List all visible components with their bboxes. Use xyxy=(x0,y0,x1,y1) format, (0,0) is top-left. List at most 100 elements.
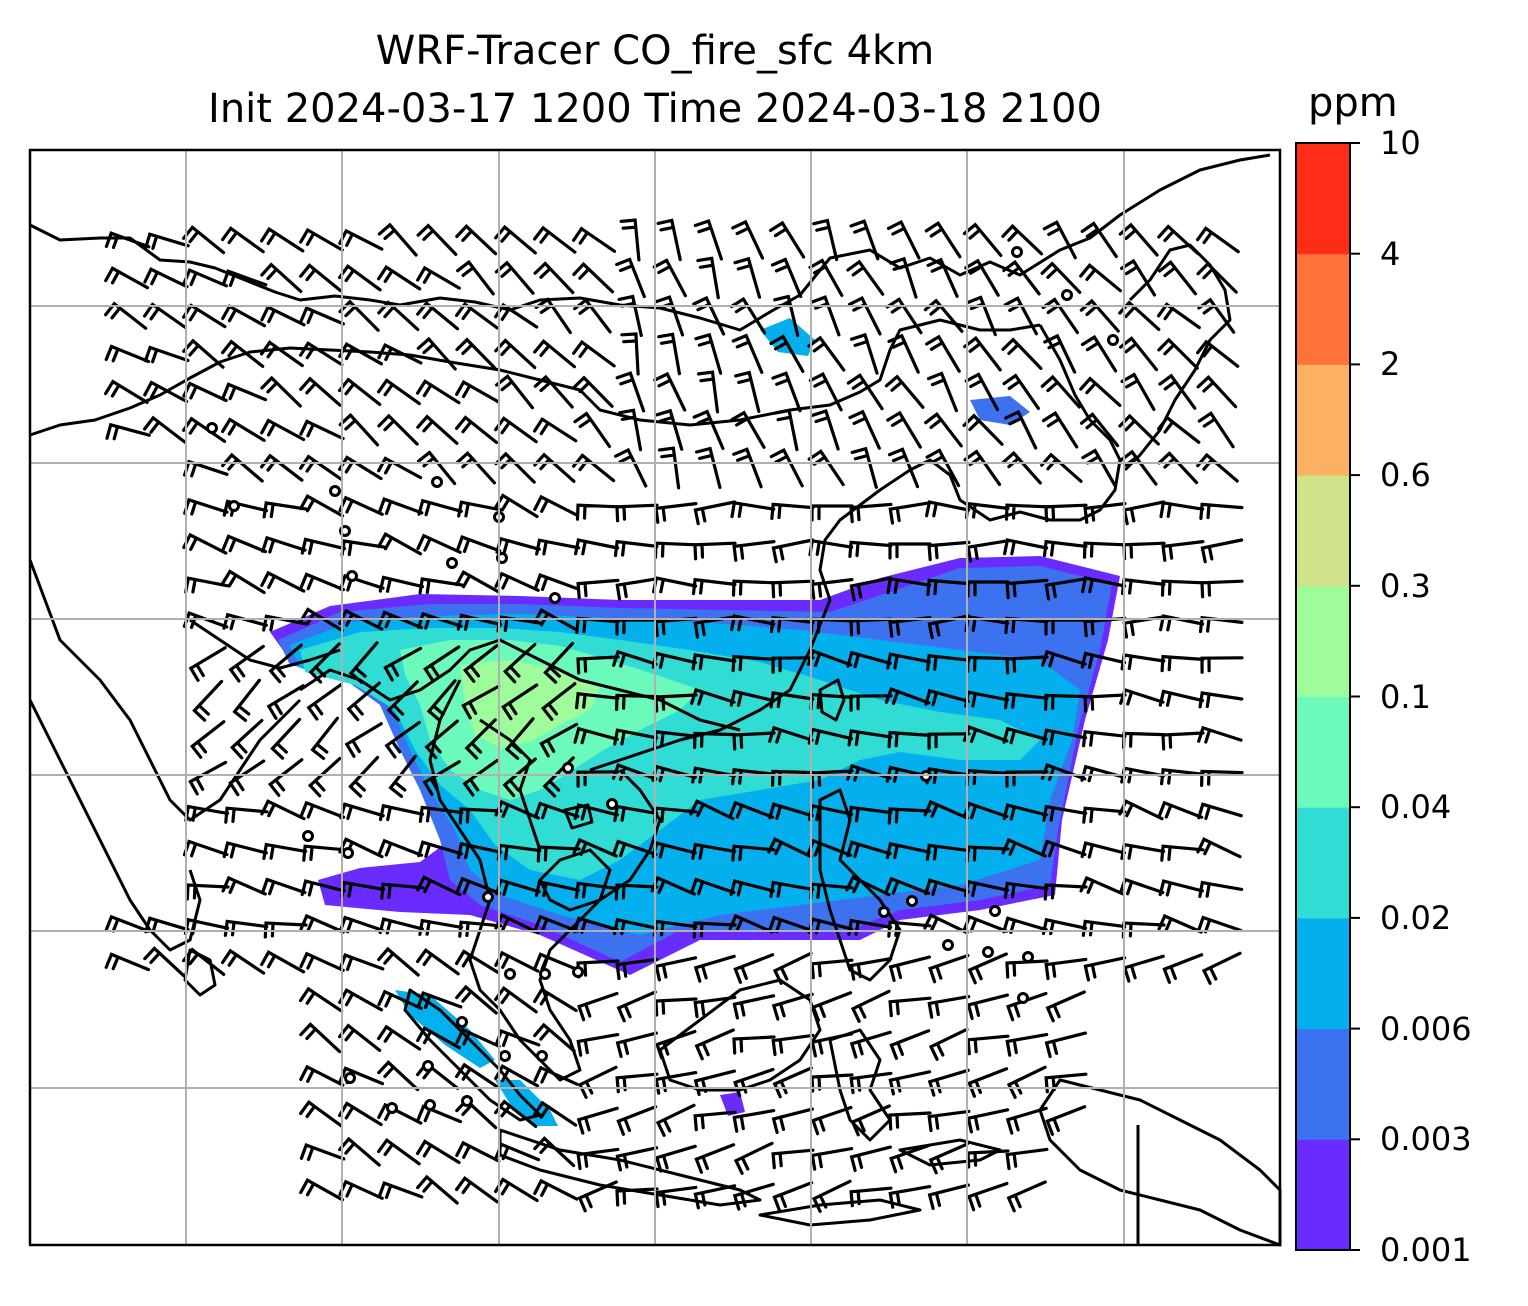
wind-barb xyxy=(1159,500,1205,519)
wind-barb xyxy=(1041,297,1079,335)
wind-barb xyxy=(416,223,458,256)
calm-wind-circle xyxy=(456,1016,468,1028)
wind-barb xyxy=(772,1181,814,1212)
colorbar-tick-label: 0.001 xyxy=(1380,1231,1472,1269)
wind-barb xyxy=(925,843,971,861)
wind-barb xyxy=(533,987,578,1013)
wind-barb xyxy=(338,1101,383,1127)
wind-barb xyxy=(850,989,891,1023)
wind-barb xyxy=(338,455,383,481)
wind-barb xyxy=(847,295,882,336)
colorbar-swatch xyxy=(1296,253,1350,365)
wind-barb xyxy=(618,408,643,452)
wind-barb xyxy=(886,410,922,449)
wind-barb xyxy=(378,803,425,822)
wind-barb xyxy=(494,950,540,973)
wind-barb xyxy=(577,1065,618,1099)
wind-barb xyxy=(692,295,726,336)
wind-barb xyxy=(1162,953,1204,984)
wind-barb xyxy=(185,883,230,901)
wind-barb xyxy=(729,879,775,897)
wind-barb xyxy=(1119,687,1165,706)
calm-wind-circle xyxy=(906,895,918,907)
wind-barb xyxy=(925,500,971,518)
wind-barb xyxy=(615,503,659,523)
wind-barb xyxy=(1079,263,1122,293)
wind-barb xyxy=(424,719,459,760)
coastline-india xyxy=(28,559,302,822)
wind-barb xyxy=(1001,337,1043,370)
wind-barb xyxy=(572,261,615,294)
colorbar-tick-label: 0.003 xyxy=(1380,1120,1472,1159)
wind-barb xyxy=(380,882,425,900)
wind-barb xyxy=(1083,956,1127,982)
wind-barb xyxy=(377,264,422,291)
wind-barb xyxy=(182,532,228,555)
wind-barb xyxy=(299,376,342,407)
wind-barb xyxy=(1198,691,1244,709)
wind-barb xyxy=(615,1187,659,1207)
wind-barb xyxy=(1005,1033,1049,1057)
wind-barb xyxy=(260,950,306,974)
calm-wind-circle xyxy=(228,500,240,512)
wind-barb xyxy=(1079,376,1122,407)
wind-barb xyxy=(266,684,305,720)
wind-barb xyxy=(422,760,461,796)
wind-barb xyxy=(849,219,880,261)
wind-barb xyxy=(377,413,419,446)
wind-barb xyxy=(733,256,762,299)
wind-barb xyxy=(888,1185,932,1209)
wind-barb xyxy=(1196,375,1238,409)
wind-barb xyxy=(967,1181,1009,1212)
wind-barb xyxy=(455,1175,499,1204)
wind-barb xyxy=(575,503,620,521)
wind-barb xyxy=(1200,656,1244,674)
wind-barb xyxy=(572,226,617,253)
wind-barb xyxy=(572,837,618,858)
wind-barbs xyxy=(104,218,1244,1213)
wind-barb xyxy=(462,758,499,797)
wind-barb xyxy=(338,915,385,934)
wind-barb xyxy=(182,839,229,858)
wind-barb xyxy=(1158,260,1197,296)
wind-barb xyxy=(501,683,539,721)
wind-barb xyxy=(377,222,418,257)
calm-wind-circle xyxy=(329,485,341,497)
wind-barb xyxy=(770,502,815,520)
wind-barb xyxy=(846,373,884,411)
wind-barb xyxy=(615,257,646,299)
wind-barb xyxy=(535,538,581,556)
wind-barb xyxy=(338,228,384,251)
wind-barb xyxy=(416,1104,463,1124)
wind-barb xyxy=(144,232,190,250)
wind-barb xyxy=(654,1185,698,1209)
wind-barb xyxy=(377,1181,424,1199)
wind-barb xyxy=(770,257,803,299)
wind-barb xyxy=(1161,540,1205,562)
wind-barb xyxy=(1160,844,1205,862)
calm-wind-circle xyxy=(1107,334,1119,346)
wind-barb xyxy=(494,913,540,935)
wind-barb xyxy=(849,576,893,602)
wind-barb xyxy=(887,447,920,489)
wind-barb xyxy=(300,879,346,897)
wind-barb xyxy=(455,876,502,895)
calm-wind-circle xyxy=(431,476,443,488)
wind-barb xyxy=(732,540,776,562)
wind-barb xyxy=(299,1178,345,1202)
wind-barb xyxy=(1197,411,1235,449)
wind-barb xyxy=(262,501,308,519)
wind-barb xyxy=(534,879,581,898)
wind-barb xyxy=(692,409,725,450)
wind-barb xyxy=(1044,957,1088,981)
wind-barb xyxy=(455,337,497,370)
wind-barb xyxy=(886,219,921,260)
colorbar-swatch xyxy=(1296,475,1350,587)
wind-barb xyxy=(533,416,578,443)
wind-barb xyxy=(1082,730,1127,748)
wind-barb xyxy=(263,921,308,939)
wind-barb xyxy=(104,952,151,972)
wind-barb xyxy=(338,263,382,292)
wind-barb xyxy=(377,989,423,1010)
wind-barb xyxy=(1042,220,1077,260)
